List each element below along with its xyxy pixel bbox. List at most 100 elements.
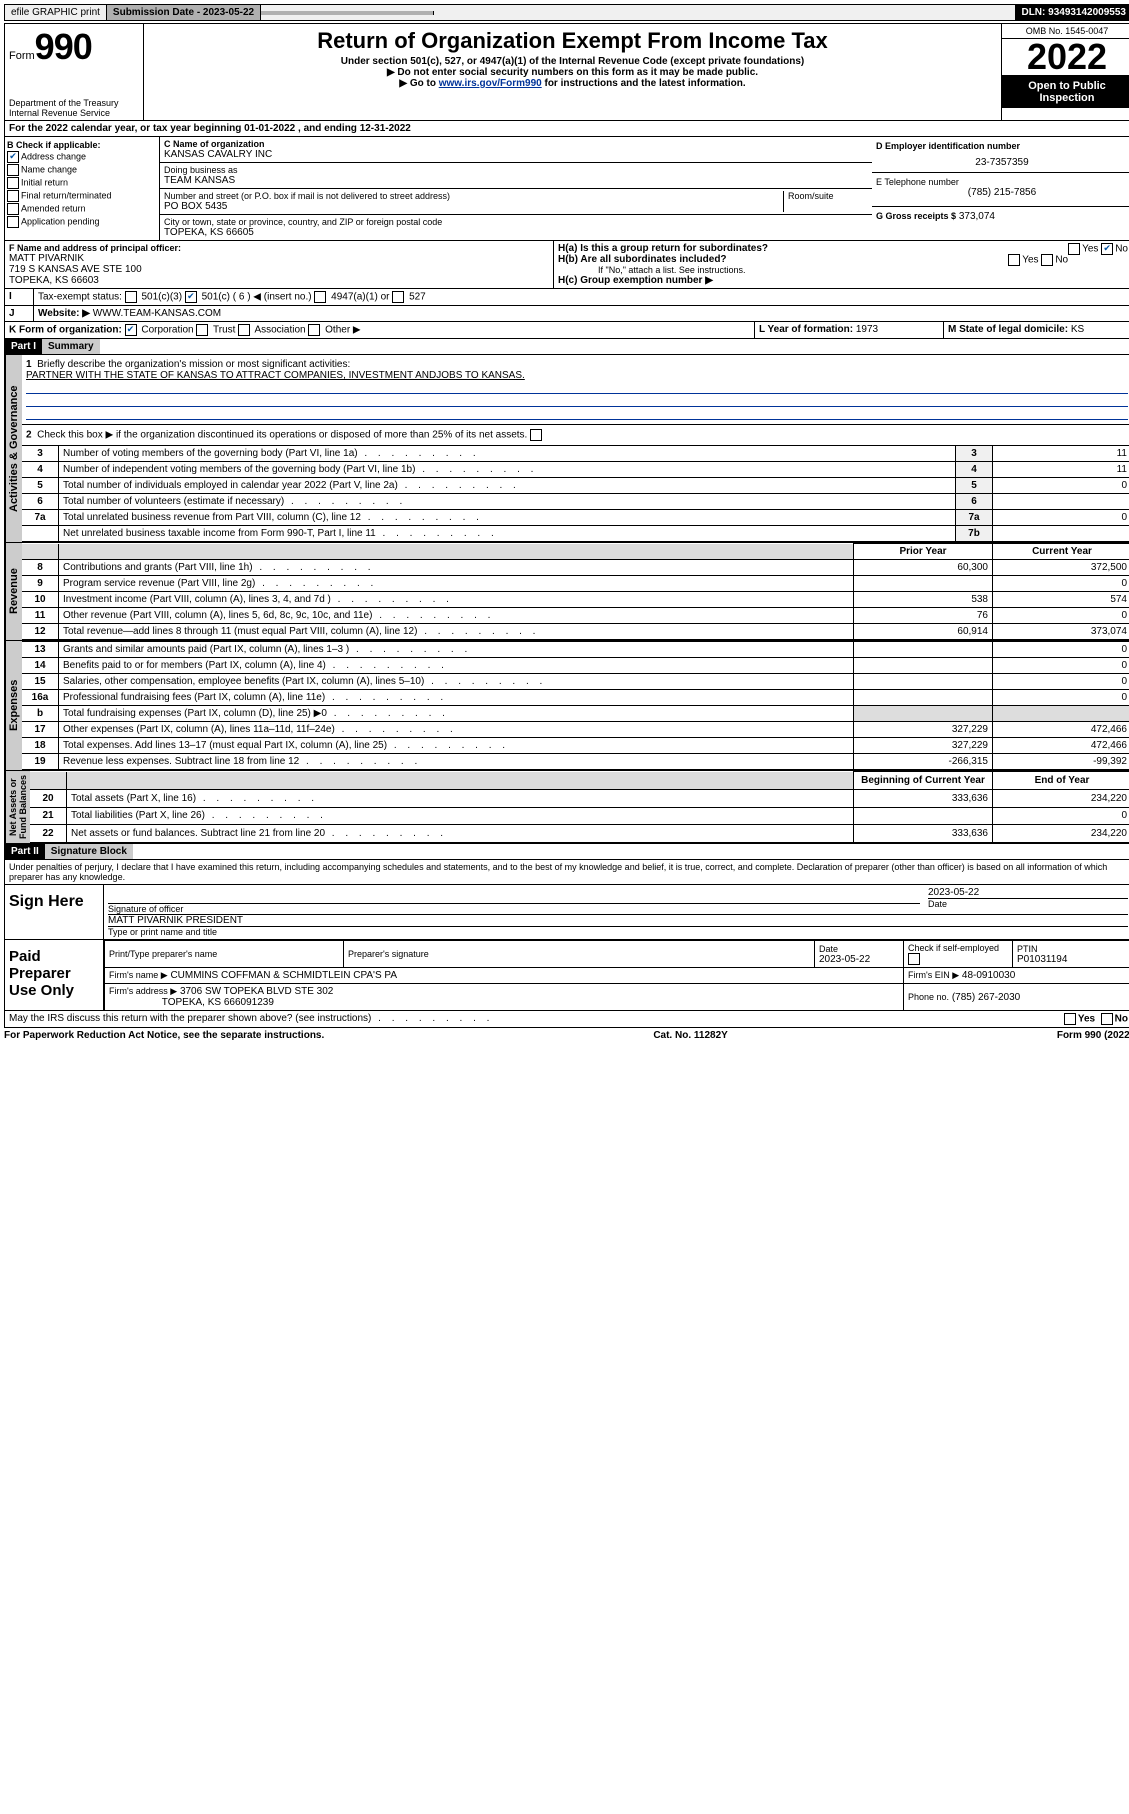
opt-501c3: 501(c)(3) bbox=[141, 292, 182, 303]
top-toolbar: efile GRAPHIC print Submission Date - 20… bbox=[4, 4, 1129, 21]
date-label: Date bbox=[928, 898, 1128, 909]
submission-date-button[interactable]: Submission Date - 2023-05-22 bbox=[107, 5, 261, 20]
addr-change-checkbox[interactable] bbox=[7, 151, 19, 163]
sig-line bbox=[108, 887, 920, 904]
officer-label: F Name and address of principal officer: bbox=[9, 243, 549, 253]
prep-phone-label: Phone no. bbox=[908, 992, 949, 1002]
initial-return-checkbox[interactable] bbox=[7, 177, 19, 189]
opt-527: 527 bbox=[409, 292, 426, 303]
501c3-checkbox[interactable] bbox=[125, 291, 137, 303]
sign-here-label: Sign Here bbox=[5, 885, 104, 939]
org-name-label: C Name of organization bbox=[164, 139, 868, 149]
self-emp-checkbox[interactable] bbox=[908, 953, 920, 965]
website-value: WWW.TEAM-KANSAS.COM bbox=[93, 308, 221, 319]
ha-label: H(a) Is this a group return for subordin… bbox=[558, 243, 768, 254]
firm-addr1: 3706 SW TOPEKA BLVD STE 302 bbox=[180, 986, 333, 997]
table-row: 14Benefits paid to or for members (Part … bbox=[22, 658, 1129, 674]
discuss-yes[interactable] bbox=[1064, 1013, 1076, 1025]
discuss-row: May the IRS discuss this return with the… bbox=[5, 1010, 1129, 1027]
dept-label: Department of the Treasury bbox=[9, 98, 139, 108]
ha-yes[interactable] bbox=[1068, 243, 1080, 255]
form-title: Return of Organization Exempt From Incom… bbox=[150, 28, 995, 54]
table-row: 16aProfessional fundraising fees (Part I… bbox=[22, 690, 1129, 706]
section-b-label: B Check if applicable: bbox=[7, 140, 157, 150]
4947-checkbox[interactable] bbox=[314, 291, 326, 303]
form990-link[interactable]: www.irs.gov/Form990 bbox=[439, 78, 542, 89]
other-checkbox[interactable] bbox=[308, 324, 320, 336]
line2-checkbox[interactable] bbox=[530, 429, 542, 441]
501c-checkbox[interactable] bbox=[185, 291, 197, 303]
part1-title: Summary bbox=[42, 339, 100, 354]
table-row: 15Salaries, other compensation, employee… bbox=[22, 674, 1129, 690]
table-row: 3Number of voting members of the governi… bbox=[22, 446, 1129, 462]
l-label: L Year of formation: bbox=[759, 324, 853, 335]
blank-button-1[interactable] bbox=[261, 11, 434, 15]
l-value: 1973 bbox=[856, 324, 878, 335]
final-return-label: Final return/terminated bbox=[21, 190, 112, 200]
city-value: TOPEKA, KS 66605 bbox=[164, 227, 442, 238]
footer-mid: Cat. No. 11282Y bbox=[653, 1030, 727, 1041]
ha-no[interactable] bbox=[1101, 243, 1113, 255]
table-row: 18Total expenses. Add lines 13–17 (must … bbox=[22, 738, 1129, 754]
irs-label: Internal Revenue Service bbox=[9, 108, 139, 118]
opt-501c: 501(c) ( 6 ) ◀ (insert no.) bbox=[202, 292, 312, 303]
table-row: 19Revenue less expenses. Subtract line 1… bbox=[22, 754, 1129, 770]
mission-line-3 bbox=[26, 394, 1128, 407]
hb-yes[interactable] bbox=[1008, 254, 1020, 266]
initial-return-label: Initial return bbox=[21, 177, 68, 187]
hb-note: If "No," attach a list. See instructions… bbox=[558, 265, 1128, 275]
line-a: For the 2022 calendar year, or tax year … bbox=[5, 121, 1129, 137]
room-label: Room/suite bbox=[784, 191, 868, 212]
trust-checkbox[interactable] bbox=[196, 324, 208, 336]
org-name: KANSAS CAVALRY INC bbox=[164, 149, 868, 160]
hb-label: H(b) Are all subordinates included? bbox=[558, 254, 727, 265]
tax-status-label: Tax-exempt status: bbox=[38, 292, 122, 303]
form-subtitle: Under section 501(c), 527, or 4947(a)(1)… bbox=[150, 56, 995, 67]
discuss-no[interactable] bbox=[1101, 1013, 1113, 1025]
netassets-section: Net Assets orFund Balances Beginning of … bbox=[5, 770, 1129, 843]
firm-ein-label: Firm's EIN ▶ bbox=[908, 970, 959, 980]
note2-pre: ▶ Go to bbox=[399, 78, 438, 89]
dln-label: DLN: 93493142009553 bbox=[1015, 5, 1129, 20]
street-value: PO BOX 5435 bbox=[164, 201, 783, 212]
page-footer: For Paperwork Reduction Act Notice, see … bbox=[4, 1028, 1129, 1043]
table-row: 9Program service revenue (Part VIII, lin… bbox=[22, 576, 1129, 592]
pending-checkbox[interactable] bbox=[7, 216, 19, 228]
ein-value: 23-7357359 bbox=[876, 157, 1128, 168]
opt-4947: 4947(a)(1) or bbox=[331, 292, 389, 303]
firm-name: CUMMINS COFFMAN & SCHMIDTLEIN CPA'S PA bbox=[170, 970, 397, 981]
addr-change-label: Address change bbox=[21, 151, 86, 161]
dba-value: TEAM KANSAS bbox=[164, 175, 238, 186]
m-label: M State of legal domicile: bbox=[948, 324, 1068, 335]
amended-checkbox[interactable] bbox=[7, 203, 19, 215]
vtab-expenses: Expenses bbox=[5, 641, 22, 770]
prep-date-label: Date bbox=[819, 944, 899, 954]
sig-officer-label: Signature of officer bbox=[108, 904, 920, 914]
527-checkbox[interactable] bbox=[392, 291, 404, 303]
line1-text: PARTNER WITH THE STATE OF KANSAS TO ATTR… bbox=[26, 370, 1128, 381]
line-a-text: For the 2022 calendar year, or tax year … bbox=[5, 121, 415, 136]
revenue-table: Prior Year Current Year 8Contributions a… bbox=[22, 543, 1129, 640]
name-change-checkbox[interactable] bbox=[7, 164, 19, 176]
preparer-table: Print/Type preparer's name Preparer's si… bbox=[104, 940, 1129, 1010]
final-return-checkbox[interactable] bbox=[7, 190, 19, 202]
assoc-checkbox[interactable] bbox=[238, 324, 250, 336]
section-j: J Website: ▶ WWW.TEAM-KANSAS.COM bbox=[5, 306, 1129, 322]
website-label: Website: ▶ bbox=[38, 308, 90, 319]
sig-date: 2023-05-22 bbox=[928, 887, 1128, 898]
m-value: KS bbox=[1071, 324, 1084, 335]
col-beg: Beginning of Current Year bbox=[854, 772, 993, 790]
corp-checkbox[interactable] bbox=[125, 324, 137, 336]
footer-left: For Paperwork Reduction Act Notice, see … bbox=[4, 1030, 324, 1041]
form-prefix: Form bbox=[9, 50, 35, 62]
amended-label: Amended return bbox=[21, 203, 86, 213]
paid-prep-row: Paid Preparer Use Only Print/Type prepar… bbox=[5, 940, 1129, 1010]
hb-no[interactable] bbox=[1041, 254, 1053, 266]
vtab-governance: Activities & Governance bbox=[5, 355, 22, 542]
table-row: 10Investment income (Part VIII, column (… bbox=[22, 592, 1129, 608]
officer-addr1: 719 S KANSAS AVE STE 100 bbox=[9, 264, 549, 275]
col-end: End of Year bbox=[993, 772, 1129, 790]
table-row: 13Grants and similar amounts paid (Part … bbox=[22, 642, 1129, 658]
col-prior: Prior Year bbox=[854, 544, 993, 560]
opt-corp: Corporation bbox=[141, 325, 193, 336]
